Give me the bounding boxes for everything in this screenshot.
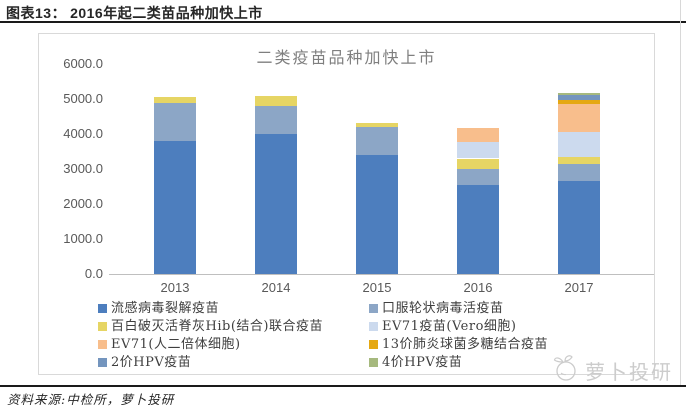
- bar-segment: [457, 184, 499, 274]
- bar-segment: [356, 127, 398, 155]
- bar-segment: [558, 163, 600, 182]
- legend-label: 4价HPV疫苗: [382, 355, 463, 370]
- bar-segment: [255, 134, 297, 274]
- y-axis-tick-label: 0.0: [84, 266, 103, 281]
- x-axis-tick-label: 2013: [160, 280, 190, 295]
- bar-segment: [558, 93, 600, 96]
- bar-segment: [356, 122, 398, 127]
- legend-label: EV71疫苗(Vero细胞): [382, 319, 517, 334]
- bar-segment: [558, 132, 600, 158]
- radish-logo-icon: [553, 354, 583, 387]
- bar-segment: [558, 157, 600, 164]
- legend-item: 13价肺炎球菌多糖结合疫苗: [369, 333, 549, 352]
- legend-label: EV71(人二倍体细胞): [111, 337, 241, 352]
- legend-item: 4价HPV疫苗: [369, 351, 463, 370]
- legend-item: 口服轮状病毒活疫苗: [369, 297, 504, 316]
- x-axis-tick-label: 2016: [463, 280, 493, 295]
- legend-label: 13价肺炎球菌多糖结合疫苗: [382, 337, 549, 352]
- legend-swatch-icon: [369, 358, 378, 367]
- y-axis-tick-label: 4000.0: [63, 126, 103, 141]
- legend-item: 流感病毒裂解疫苗: [98, 297, 220, 316]
- document-right-border: [680, 0, 681, 385]
- legend-swatch-icon: [369, 340, 378, 349]
- legend-swatch-icon: [98, 358, 107, 367]
- bar-segment: [457, 128, 499, 143]
- bar-segment: [255, 106, 297, 134]
- bar-segment: [154, 141, 196, 274]
- figure-title: 2016年起二类苗品种加快上市: [70, 5, 263, 21]
- legend-item: 2价HPV疫苗: [98, 351, 192, 370]
- legend-swatch-icon: [98, 340, 107, 349]
- bar-segment: [457, 169, 499, 185]
- bar-segment: [558, 95, 600, 101]
- x-axis-tick-label: 2014: [261, 280, 291, 295]
- bar-segment: [255, 95, 297, 106]
- figure-header: 图表13： 2016年起二类苗品种加快上市: [6, 3, 676, 23]
- header-divider: [0, 21, 686, 23]
- chart-frame: 二类疫苗品种加快上市 0.0 1000.0 2000.0 3000.0 4000.0 50…: [38, 33, 655, 375]
- legend-item: EV71疫苗(Vero细胞): [369, 315, 517, 334]
- bar-segment: [558, 103, 600, 133]
- watermark-text: 萝卜投研: [585, 359, 673, 384]
- y-axis-tick-label: 1000.0: [63, 231, 103, 246]
- legend-item: EV71(人二倍体细胞): [98, 333, 241, 352]
- bottom-divider: [0, 385, 686, 387]
- y-axis-tick-label: 5000.0: [63, 91, 103, 106]
- legend-label: 流感病毒裂解疫苗: [111, 301, 220, 316]
- bar-segment: [154, 97, 196, 103]
- legend-swatch-icon: [369, 304, 378, 313]
- chart-title: 二类疫苗品种加快上市: [256, 48, 437, 67]
- legend-label: 口服轮状病毒活疫苗: [382, 301, 504, 316]
- bar-segment: [558, 181, 600, 274]
- bar-segment: [457, 142, 499, 159]
- y-axis-tick-label: 6000.0: [63, 56, 103, 71]
- legend-item: 百白破灭活脊灰Hib(结合)联合疫苗: [98, 315, 323, 334]
- figure-number-label: 图表13：: [6, 5, 67, 21]
- legend-swatch-icon: [98, 304, 107, 313]
- watermark: 萝卜投研: [553, 354, 683, 387]
- bar-segment: [356, 155, 398, 274]
- legend-swatch-icon: [369, 322, 378, 331]
- x-axis-line: [109, 274, 654, 275]
- x-axis-tick-label: 2017: [564, 280, 594, 295]
- y-axis-tick-label: 3000.0: [63, 161, 103, 176]
- bar-segment: [457, 158, 499, 169]
- x-axis-tick-label: 2015: [362, 280, 392, 295]
- legend-swatch-icon: [98, 322, 107, 331]
- source-note: 资料来源:中检所，萝卜投研: [7, 392, 175, 407]
- bar-segment: [558, 100, 600, 104]
- legend-label: 2价HPV疫苗: [111, 355, 192, 370]
- bar-segment: [154, 102, 196, 141]
- y-axis-tick-label: 2000.0: [63, 196, 103, 211]
- legend-label: 百白破灭活脊灰Hib(结合)联合疫苗: [111, 319, 323, 334]
